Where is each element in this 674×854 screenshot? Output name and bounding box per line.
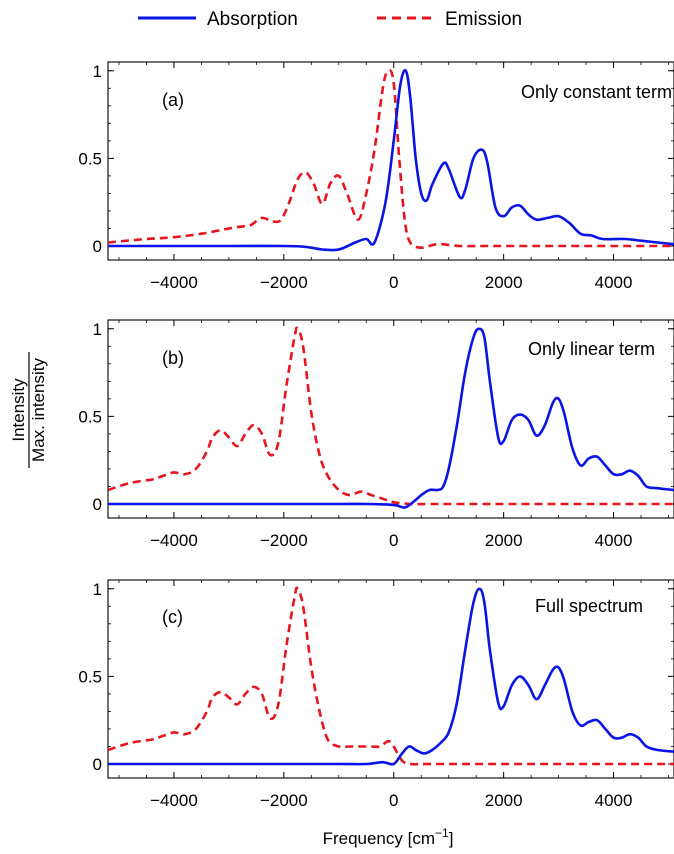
panel-title: Only constant term [521,82,672,102]
panel-title: Only linear term [528,339,655,359]
plot-frame [107,579,674,779]
x-tick-label: 4000 [595,273,633,292]
y-axis-label: Intensity Max. intensity [9,352,48,468]
emission-line [108,586,674,766]
x-tick-label: 0 [389,531,398,550]
plot-frame [107,319,674,519]
x-axis-label-superscript: −1 [435,826,449,840]
legend-emission-label: Emission [445,9,522,30]
absorption-line [108,587,674,766]
y-tick-label: 0.5 [78,667,102,686]
legend-absorption-label: Absorption [207,9,298,30]
x-tick-label: 4000 [595,791,633,810]
panel-c: −4000 −2000 0 2000 4000 0 0.5 1 (c) Full spectrum [78,579,674,810]
emission-line [108,69,674,250]
x-tick-label: 2000 [485,791,523,810]
plot-frame [107,61,674,261]
x-tick-label: −2000 [260,531,308,550]
y-tick-label: 1 [93,62,102,81]
panel-b: −4000 −2000 0 2000 4000 0 0.5 1 (b) Only linear t… [78,319,674,550]
x-axis-label-main: Frequency [cm [323,829,435,848]
legend: Absorption Emission [138,9,522,30]
panel-label: (b) [162,348,184,368]
panel-label: (c) [162,607,183,627]
panel-label: (a) [162,90,184,110]
x-tick-label: −2000 [260,791,308,810]
y-tick-label: 0 [93,755,102,774]
y-tick-label: 0.5 [78,149,102,168]
y-axis-label-numerator: Intensity [9,378,28,442]
x-tick-label: −4000 [150,273,198,292]
x-tick-label: −2000 [260,273,308,292]
y-tick-label: 0 [93,237,102,256]
panel-a: −4000 −2000 0 2000 4000 0 0.5 1 (a) Only constant… [78,61,674,292]
panel-title: Full spectrum [535,596,643,616]
y-tick-label: 0.5 [78,407,102,426]
y-tick-label: 1 [93,580,102,599]
absorption-line [108,327,674,509]
x-tick-label: 4000 [595,531,633,550]
x-tick-label: 0 [389,791,398,810]
x-tick-label: 2000 [485,531,523,550]
x-axis-label: Frequency [cm−1] [323,826,454,848]
x-tick-label: 2000 [485,273,523,292]
y-tick-label: 0 [93,495,102,514]
x-tick-label: 0 [389,273,398,292]
panels: −4000 −2000 0 2000 4000 0 0.5 1 (a) Only constant… [78,61,674,810]
y-axis-label-denominator: Max. intensity [29,358,48,462]
y-tick-label: 1 [93,320,102,339]
x-tick-label: −4000 [150,531,198,550]
absorption-line [108,69,674,252]
x-tick-label: −4000 [150,791,198,810]
x-axis-label-close: ] [449,829,454,848]
